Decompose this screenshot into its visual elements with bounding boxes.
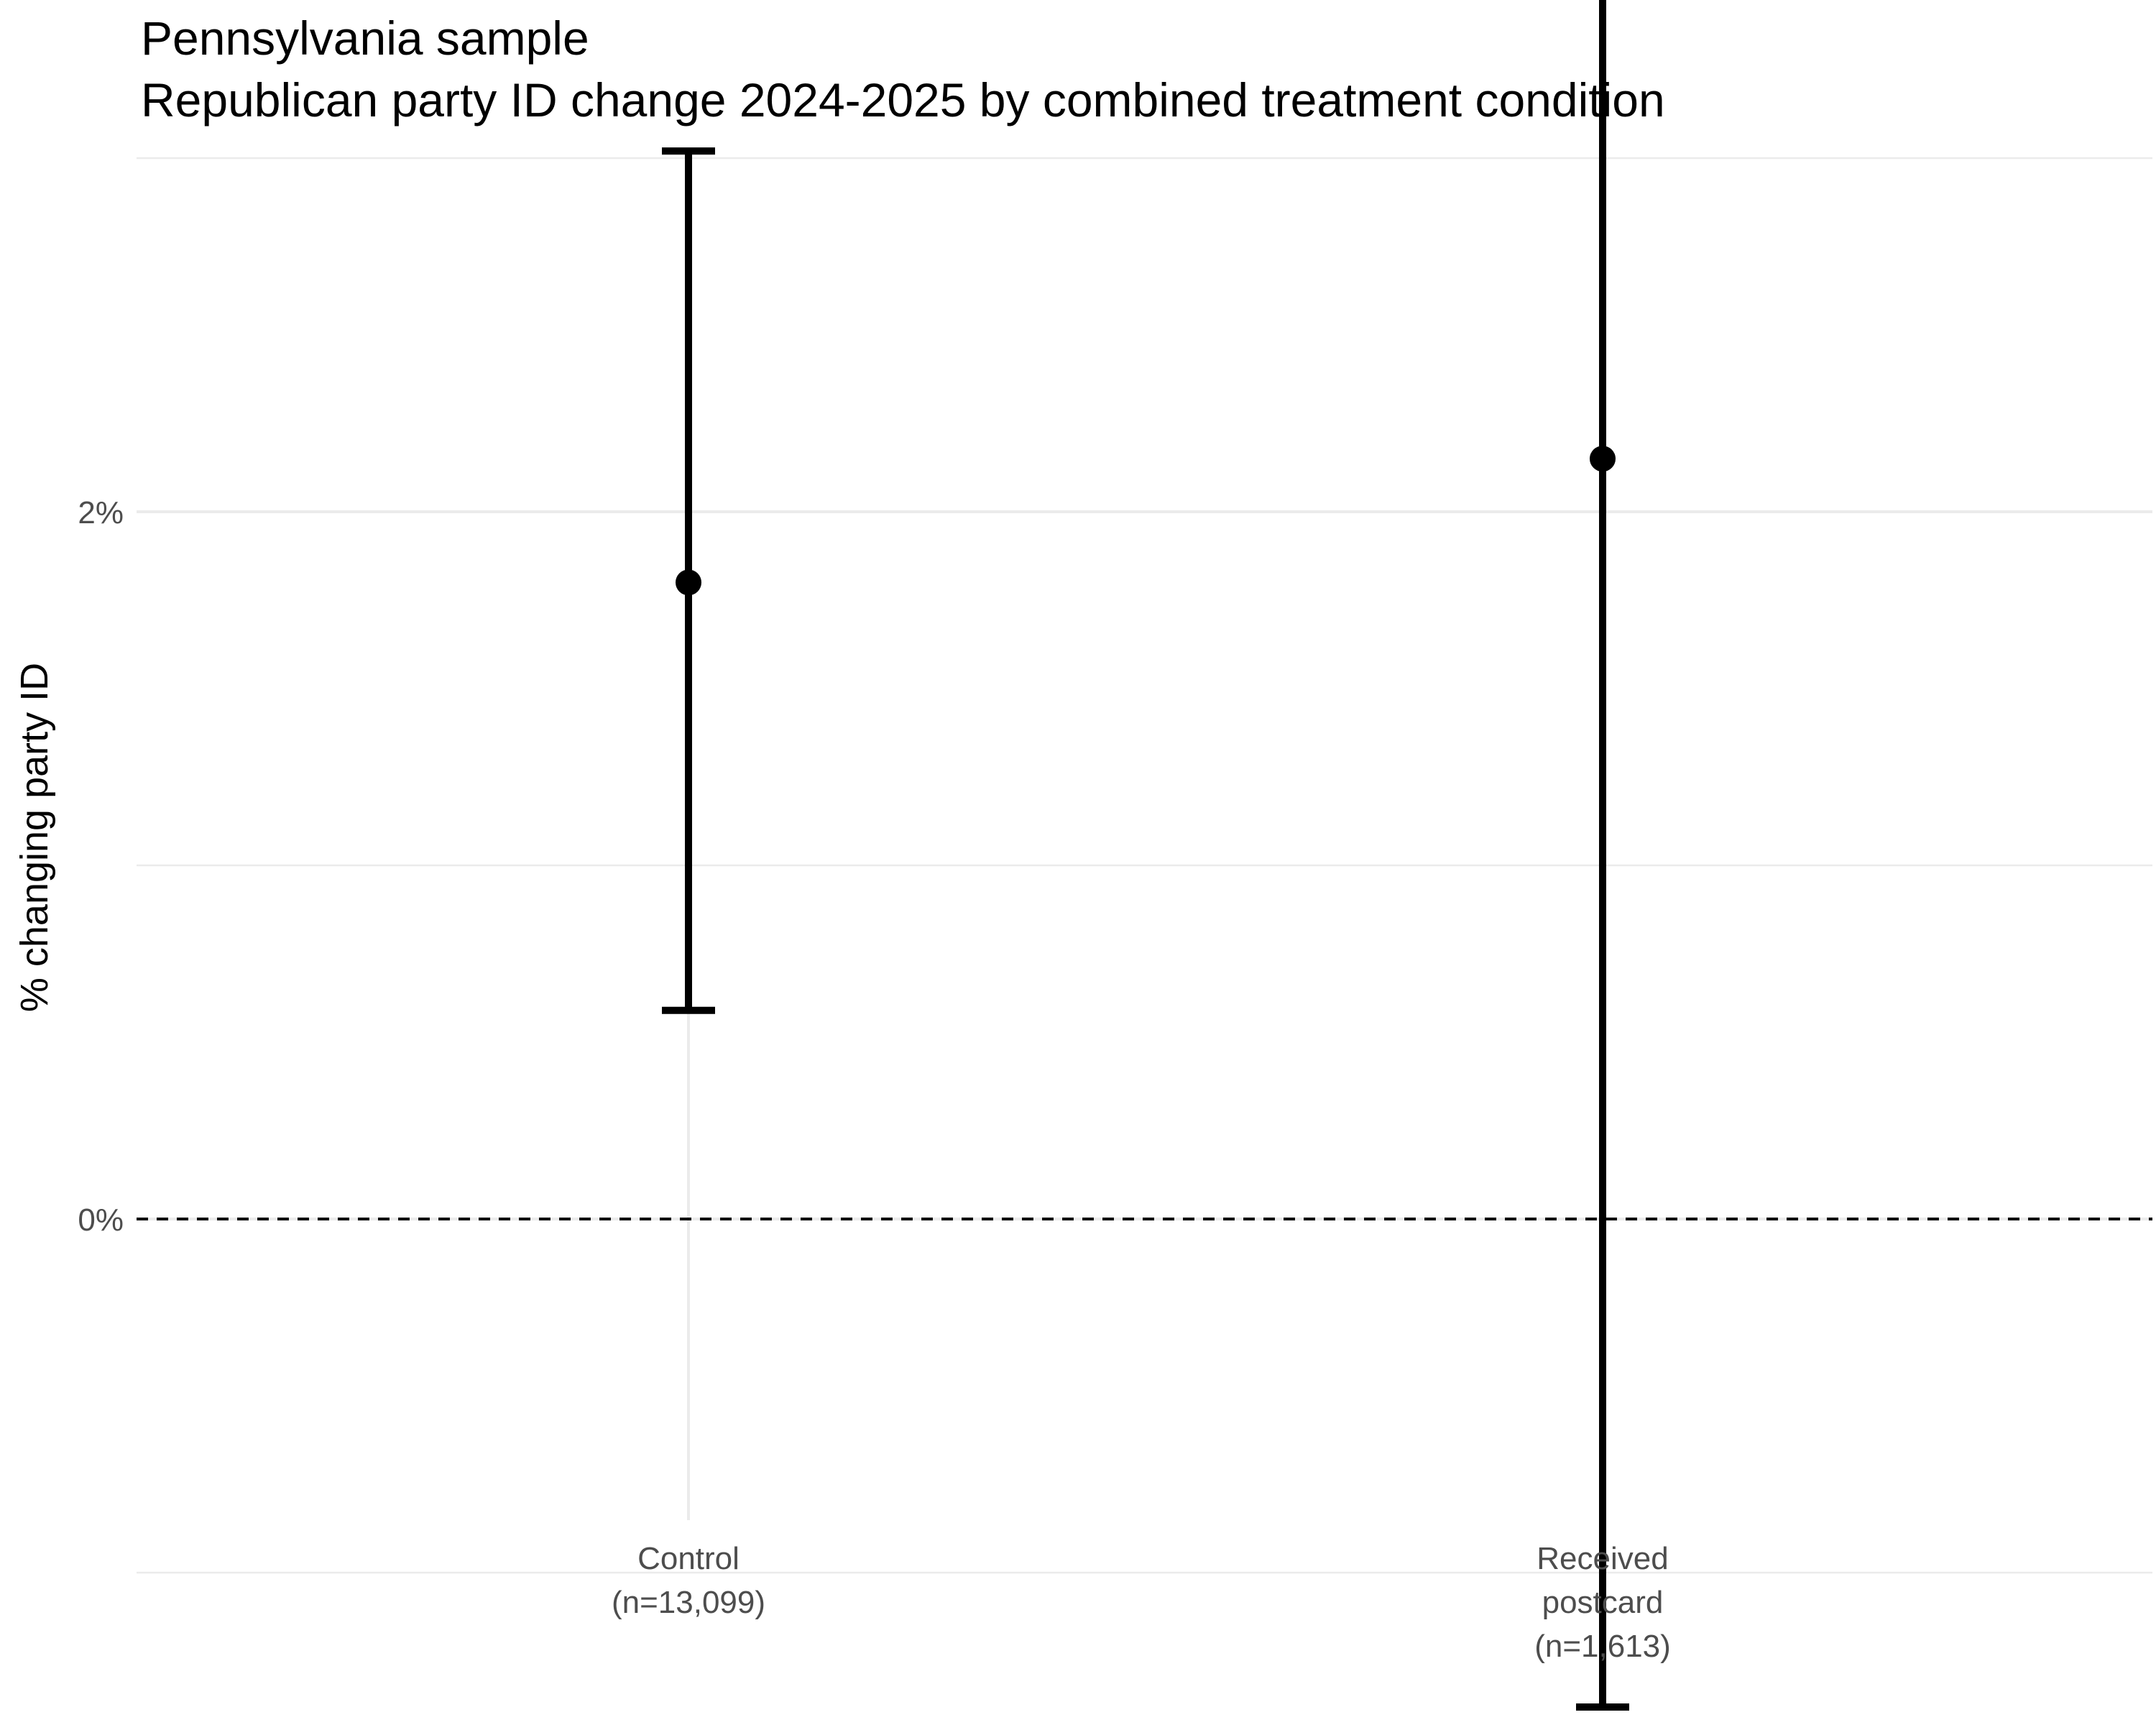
y-axis-title: % changing party ID — [13, 663, 56, 1012]
x-tick-label: postcard — [1542, 1585, 1664, 1620]
x-tick-label: Control — [637, 1541, 740, 1576]
chart-subtitle: Republican party ID change 2024-2025 by … — [141, 73, 1665, 126]
point-estimate — [676, 569, 701, 596]
x-tick-label: (n=13,099) — [612, 1585, 765, 1620]
x-tick-label: Received — [1537, 1541, 1668, 1576]
y-tick-label: 0% — [78, 1202, 124, 1238]
y-tick-label: 2% — [78, 495, 124, 530]
point-estimate — [1590, 446, 1616, 472]
chart-title: Pennsylvania sample — [141, 12, 589, 65]
x-tick-label: (n=1,613) — [1534, 1629, 1671, 1664]
